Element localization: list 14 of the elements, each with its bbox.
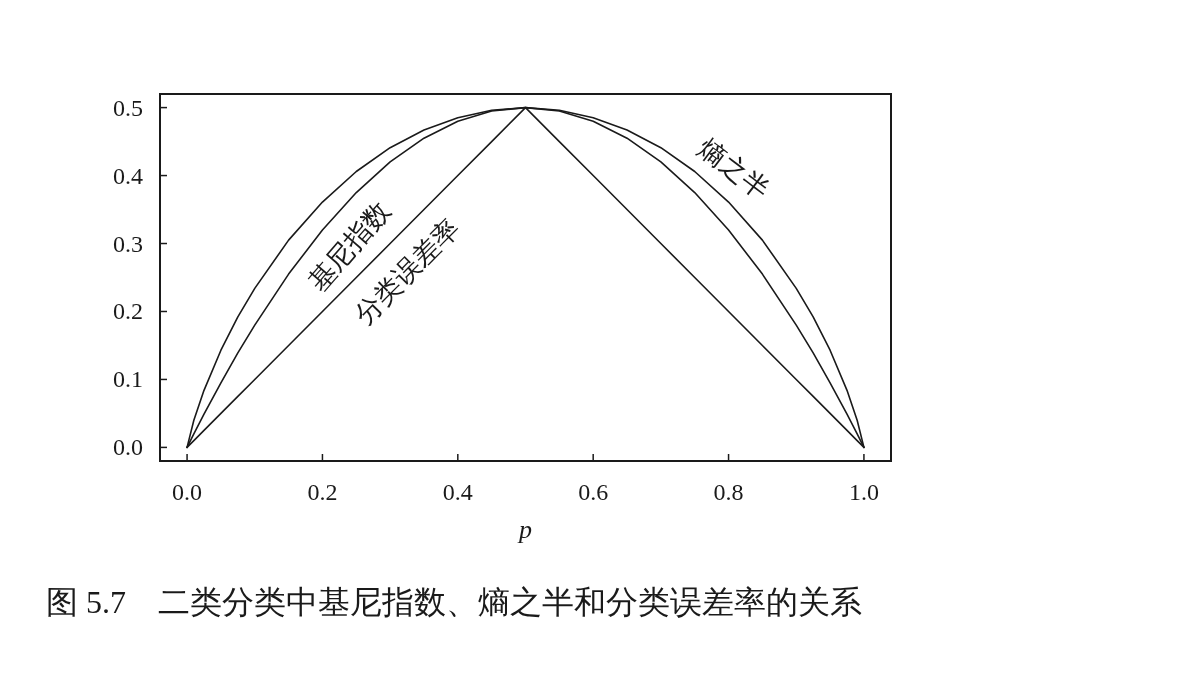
y-tick-label: 0.2 — [113, 298, 143, 325]
caption: 图 5.7 二类分类中基尼指数、熵之半和分类误差率的关系 — [46, 584, 862, 620]
x-tick-label: 0.2 — [307, 479, 338, 505]
y-tick-label: 0.3 — [113, 230, 143, 257]
x-tick-label: 0.0 — [172, 479, 203, 505]
x-tick-label: 0.4 — [442, 479, 473, 505]
y-tick-label: 0.0 — [113, 434, 143, 461]
y-tick-label: 0.5 — [113, 94, 143, 121]
y-tick-label: 0.4 — [113, 162, 143, 189]
x-axis-title: p — [517, 515, 532, 544]
x-tick-label: 0.8 — [713, 479, 744, 505]
x-tick-label: 1.0 — [848, 479, 879, 505]
x-tick-label: 0.6 — [578, 479, 609, 505]
y-tick-label: 0.1 — [113, 366, 143, 393]
